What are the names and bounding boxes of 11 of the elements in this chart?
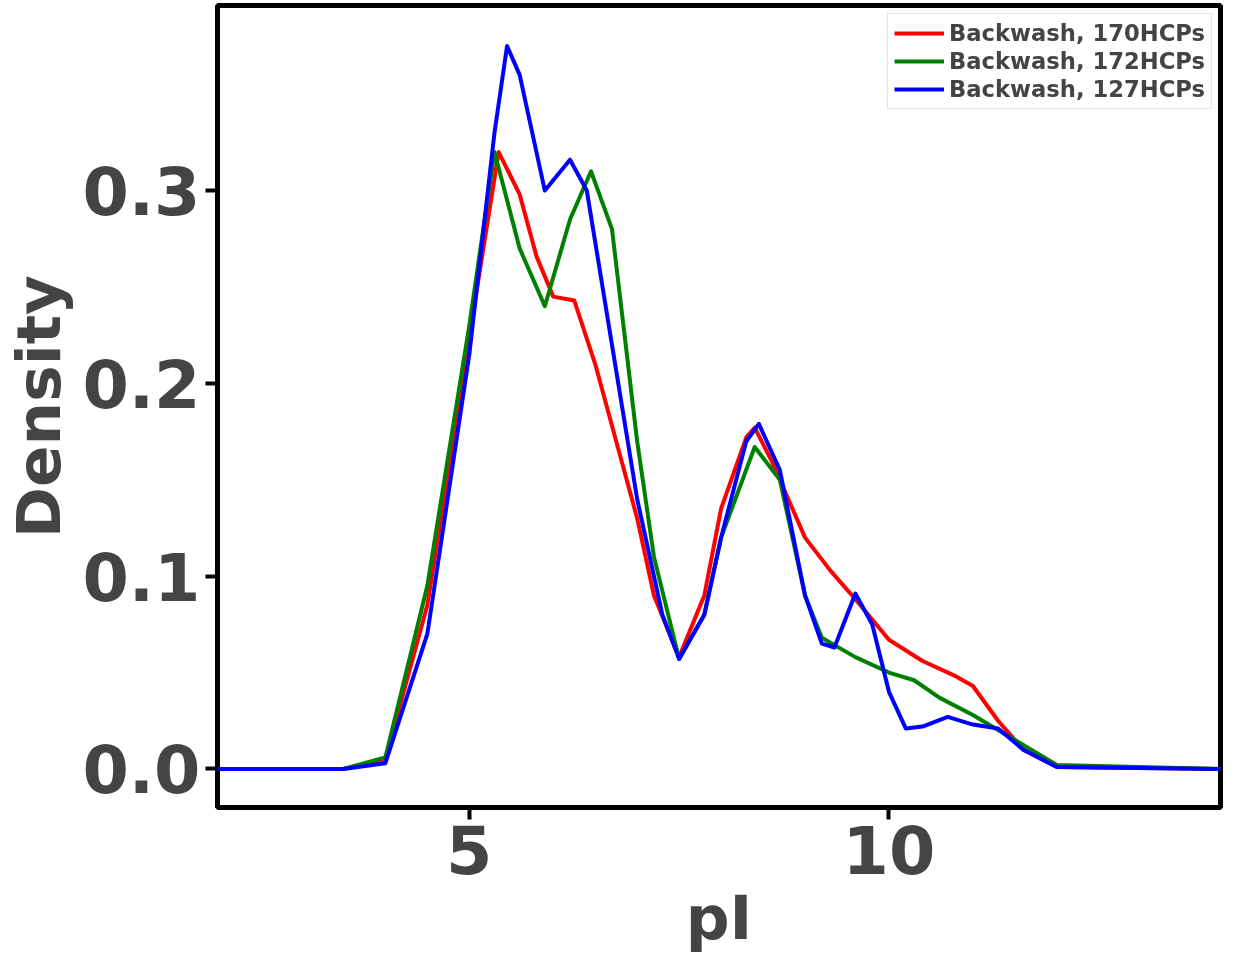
y-tick-label: 0.0 [82,731,201,810]
y-tick-label: 0.1 [82,538,201,617]
legend-label: Backwash, 170HCPs [949,20,1205,46]
y-axis-title: Density [3,275,75,538]
x-tick-label: 10 [842,811,936,890]
y-tick-label: 0.3 [82,153,201,232]
x-tick-label: 5 [446,811,493,890]
x-axis-title: pI [685,881,753,953]
legend-label: Backwash, 127HCPs [949,76,1205,102]
legend-label: Backwash, 172HCPs [949,48,1205,74]
y-tick-label: 0.2 [82,345,201,424]
